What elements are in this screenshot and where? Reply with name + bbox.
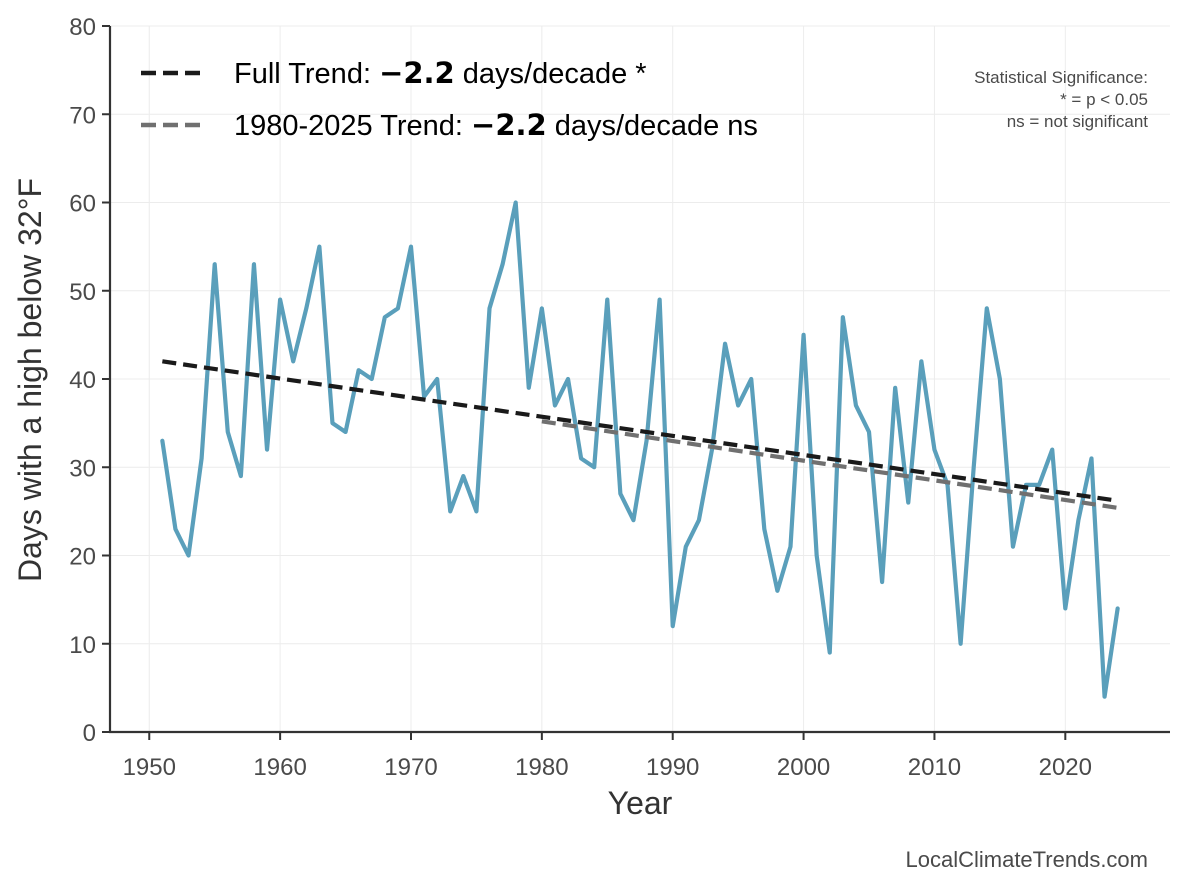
significance-note: Statistical Significance: * = p < 0.05 n…	[974, 68, 1148, 131]
y-tick-label: 30	[69, 455, 96, 482]
x-tick-label: 2020	[1039, 754, 1092, 781]
y-tick-label: 70	[69, 102, 96, 129]
x-tick-label: 2010	[908, 754, 961, 781]
y-axis-title: Days with a high below 32°F	[12, 178, 48, 582]
y-tick-label: 20	[69, 544, 96, 571]
y-tick-label: 40	[69, 367, 96, 394]
axis-ticks: 1950 1960 1970 1980 1990 2000 2010 2020 0 10 20 30 4…	[69, 14, 1092, 781]
legend-label-full-trend: Full Trend: −2.2 days/decade *	[234, 56, 647, 90]
significance-note-line: * = p < 0.05	[1060, 90, 1148, 109]
recent-trend-line	[541, 419, 1118, 510]
legend: Full Trend: −2.2 days/decade * 1980-2025…	[141, 56, 758, 142]
legend-suffix: days/decade ns	[547, 110, 758, 142]
y-tick-label: 10	[69, 632, 96, 659]
x-tick-label: 1990	[646, 754, 699, 781]
data-series	[160, 200, 1120, 699]
significance-note-line: ns = not significant	[1007, 112, 1149, 131]
x-axis-title: Year	[608, 785, 673, 821]
legend-value: −2.2	[471, 108, 547, 142]
x-tick-label: 1980	[515, 754, 568, 781]
x-tick-label: 1950	[123, 754, 176, 781]
legend-value: −2.2	[379, 56, 455, 90]
legend-prefix: 1980-2025 Trend:	[234, 110, 471, 142]
y-tick-label: 80	[69, 14, 96, 41]
legend-suffix: days/decade *	[455, 58, 647, 90]
observed-series-line	[160, 200, 1120, 699]
legend-label-recent-trend: 1980-2025 Trend: −2.2 days/decade ns	[234, 108, 758, 142]
source-credit: LocalClimateTrends.com	[906, 847, 1149, 872]
legend-prefix: Full Trend:	[234, 58, 379, 90]
x-tick-label: 1960	[253, 754, 306, 781]
y-tick-label: 60	[69, 191, 96, 218]
significance-note-line: Statistical Significance:	[974, 68, 1148, 87]
x-tick-label: 1970	[384, 754, 437, 781]
grid-lines	[110, 25, 1170, 732]
x-tick-label: 2000	[777, 754, 830, 781]
y-tick-label: 50	[69, 279, 96, 306]
y-tick-label: 0	[83, 720, 96, 747]
full-trend-line	[162, 359, 1118, 503]
